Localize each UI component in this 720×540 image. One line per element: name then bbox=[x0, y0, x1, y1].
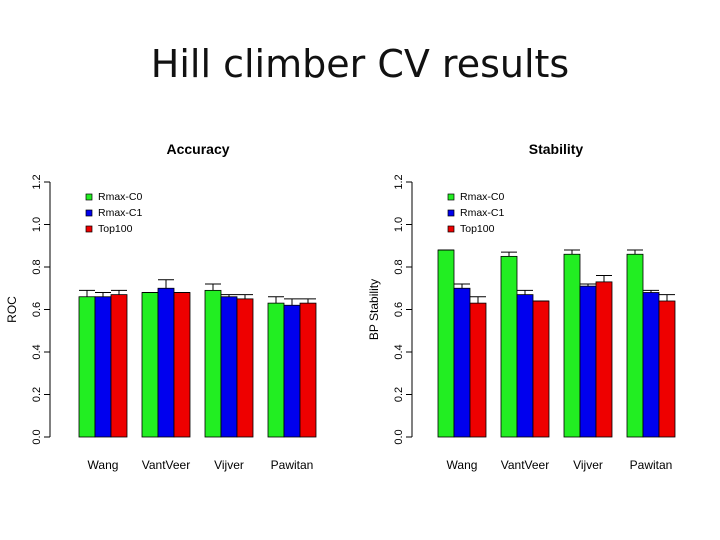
legend-label: Rmax-C1 bbox=[460, 207, 504, 219]
slide-title: Hill climber CV results bbox=[150, 42, 570, 86]
bar-rmax-c0-vantveer bbox=[141, 292, 159, 438]
x-tick-label: VantVeer bbox=[501, 458, 549, 472]
bar-top100-wang bbox=[469, 302, 487, 438]
bar-rmax-c0-pawitan bbox=[626, 253, 644, 438]
y-tick-label: 0.0 bbox=[393, 429, 405, 444]
bar-rmax-c1-vijver bbox=[579, 285, 597, 438]
bar-rmax-c1-wang bbox=[453, 287, 471, 438]
bar-top100-vantveer bbox=[532, 300, 550, 438]
x-tick-label: Pawitan bbox=[271, 458, 314, 472]
y-tick-label: 0.6 bbox=[31, 302, 43, 317]
legend-swatch-top100 bbox=[447, 225, 455, 233]
y-tick-label: 1.2 bbox=[31, 174, 43, 189]
bar-top100-vantveer bbox=[173, 292, 191, 438]
accuracy-chart: Accuracy ROC 0.0 0.2 0.4 0.6 0.8 1.0 1.2 Wang Vant… bbox=[5, 141, 317, 472]
legend-swatch-rmax-c0 bbox=[447, 193, 455, 201]
y-tick-label: 0.4 bbox=[31, 344, 43, 359]
x-tick-label: VantVeer bbox=[142, 458, 190, 472]
bar-top100-pawitan bbox=[299, 302, 317, 438]
y-tick-label: 1.0 bbox=[31, 217, 43, 232]
x-tick-label: Wang bbox=[447, 458, 478, 472]
legend-label: Rmax-C0 bbox=[98, 191, 142, 203]
chart-title: Accuracy bbox=[166, 141, 229, 157]
legend-label: Top100 bbox=[460, 223, 495, 235]
stability-chart: Stability BP Stability 0.0 0.2 0.4 0.6 0.8 1.0 1… bbox=[367, 141, 676, 472]
y-tick-label: 0.6 bbox=[393, 302, 405, 317]
x-tick-label: Pawitan bbox=[630, 458, 673, 472]
bar-top100-wang bbox=[110, 294, 128, 438]
y-axis-label: ROC bbox=[5, 296, 19, 323]
y-tick-label: 0.0 bbox=[31, 429, 43, 444]
y-tick-label: 1.0 bbox=[393, 217, 405, 232]
y-axis-label: BP Stability bbox=[367, 279, 381, 340]
y-tick-label: 0.2 bbox=[393, 387, 405, 402]
bar-top100-vijver bbox=[236, 298, 254, 438]
x-tick-label: Vijver bbox=[573, 458, 603, 472]
legend-label: Rmax-C0 bbox=[460, 191, 504, 203]
y-tick-label: 0.8 bbox=[393, 259, 405, 274]
legend-swatch-top100 bbox=[85, 225, 93, 233]
y-tick-label: 0.4 bbox=[393, 344, 405, 359]
bar-rmax-c1-vantveer bbox=[516, 294, 534, 438]
bar-rmax-c0-vijver bbox=[563, 253, 581, 438]
legend-label: Rmax-C1 bbox=[98, 207, 142, 219]
y-tick-label: 0.2 bbox=[31, 387, 43, 402]
bar-rmax-c0-vantveer bbox=[500, 255, 518, 438]
y-tick-label: 0.8 bbox=[31, 259, 43, 274]
bar-rmax-c1-vantveer bbox=[157, 287, 175, 438]
bar-rmax-c0-wang bbox=[78, 296, 96, 438]
bar-top100-vijver bbox=[595, 281, 613, 438]
legend-label: Top100 bbox=[98, 223, 133, 235]
bar-top100-pawitan bbox=[658, 300, 676, 438]
bar-rmax-c1-pawitan bbox=[283, 304, 301, 438]
legend-swatch-rmax-c1 bbox=[85, 209, 93, 217]
bar-rmax-c1-vijver bbox=[220, 296, 238, 438]
bar-rmax-c0-wang bbox=[437, 249, 455, 438]
legend-swatch-rmax-c1 bbox=[447, 209, 455, 217]
bar-rmax-c0-vijver bbox=[204, 289, 222, 438]
bar-rmax-c1-pawitan bbox=[642, 292, 660, 438]
bar-rmax-c0-pawitan bbox=[267, 302, 285, 438]
x-tick-label: Wang bbox=[88, 458, 119, 472]
bar-rmax-c1-wang bbox=[94, 296, 112, 438]
legend-swatch-rmax-c0 bbox=[85, 193, 93, 201]
y-tick-label: 1.2 bbox=[393, 174, 405, 189]
x-tick-label: Vijver bbox=[214, 458, 244, 472]
chart-title: Stability bbox=[529, 141, 584, 157]
